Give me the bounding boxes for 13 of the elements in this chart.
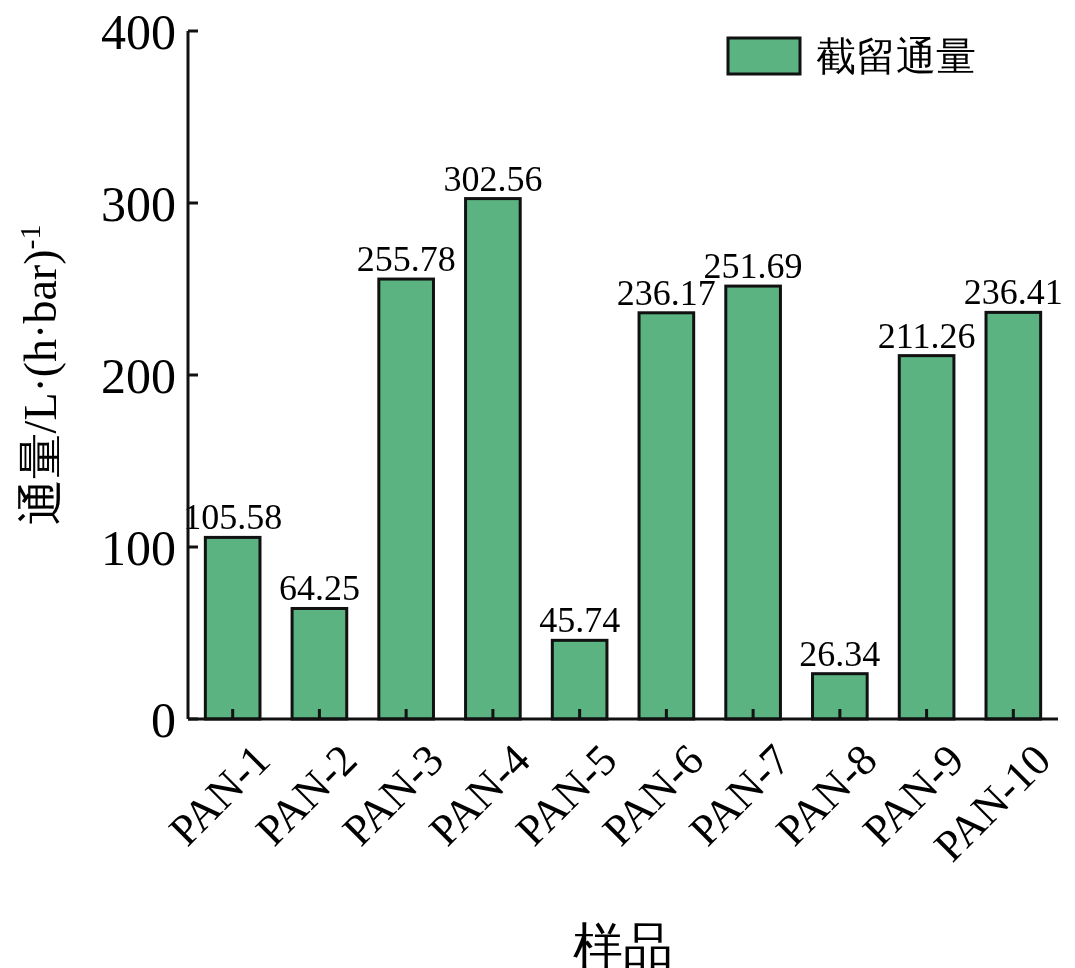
y-tick-label: 400 [101,3,176,60]
data-label: 26.34 [799,633,881,674]
legend-label: 截留通量 [816,34,976,79]
data-label: 45.74 [539,600,621,641]
data-label: 64.25 [278,568,360,609]
data-label: 255.78 [356,239,456,280]
data-label: 236.41 [963,272,1063,313]
data-label: 302.56 [443,158,543,199]
y-tick-label: 300 [101,175,176,232]
y-tick-label: 0 [151,691,176,748]
data-label: 211.26 [877,315,976,356]
y-tick-label: 100 [101,519,176,576]
y-tick-label: 200 [101,347,176,404]
